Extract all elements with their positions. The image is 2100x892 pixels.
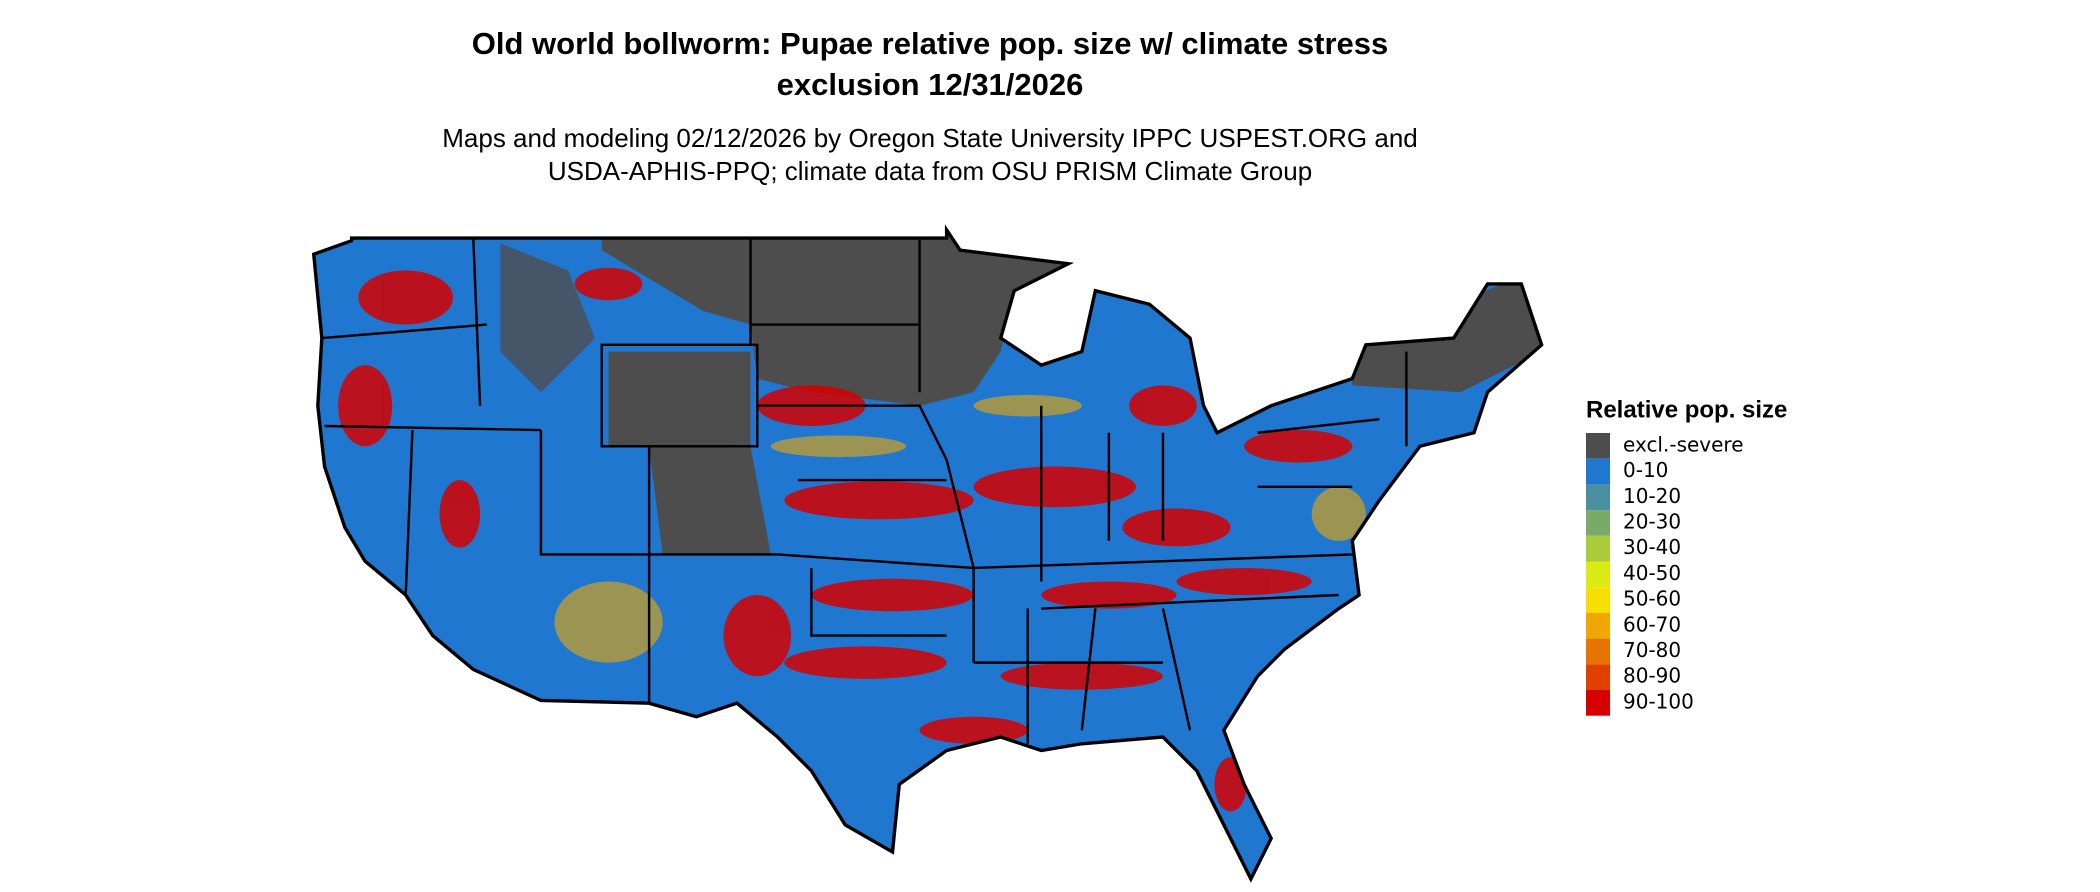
legend-swatch — [1586, 664, 1610, 690]
title: Old world bollworm: Pupae relative pop. … — [472, 26, 1388, 61]
legend-label: 0-10 — [1623, 458, 1668, 482]
legend: excl.-severe0-1010-2020-3030-4040-5050-6… — [1586, 432, 1744, 716]
legend-label: 50-60 — [1623, 587, 1681, 611]
state-borders — [312, 228, 1544, 881]
subtitle: USDA-APHIS-PPQ; climate data from OSU PR… — [548, 156, 1312, 186]
legend-swatch — [1586, 638, 1610, 665]
legend-swatch — [1586, 458, 1610, 485]
legend-swatch — [1586, 587, 1610, 613]
legend-swatch — [1586, 484, 1610, 511]
legend-swatch — [1586, 433, 1610, 459]
legend-swatch — [1586, 690, 1610, 716]
legend-swatch — [1586, 612, 1610, 639]
legend-title: Relative pop. size — [1586, 396, 1787, 423]
legend-label: 80-90 — [1623, 664, 1681, 688]
legend-label: 10-20 — [1623, 484, 1681, 508]
legend-label: 90-100 — [1623, 689, 1694, 713]
legend-label: 20-30 — [1623, 509, 1681, 533]
legend-swatch — [1586, 510, 1610, 536]
map-raster — [313, 229, 1542, 879]
subtitle: Maps and modeling 02/12/2026 by Oregon S… — [442, 123, 1418, 153]
legend-label: 60-70 — [1623, 612, 1681, 636]
legend-label: 40-50 — [1623, 561, 1681, 585]
legend-label: 30-40 — [1623, 535, 1681, 559]
legend-swatch — [1586, 535, 1610, 562]
us-map — [312, 228, 1544, 881]
legend-label: 70-80 — [1623, 638, 1681, 662]
title: exclusion 12/31/2026 — [777, 67, 1084, 102]
legend-swatch — [1586, 561, 1610, 588]
legend-label: excl.-severe — [1623, 432, 1744, 456]
